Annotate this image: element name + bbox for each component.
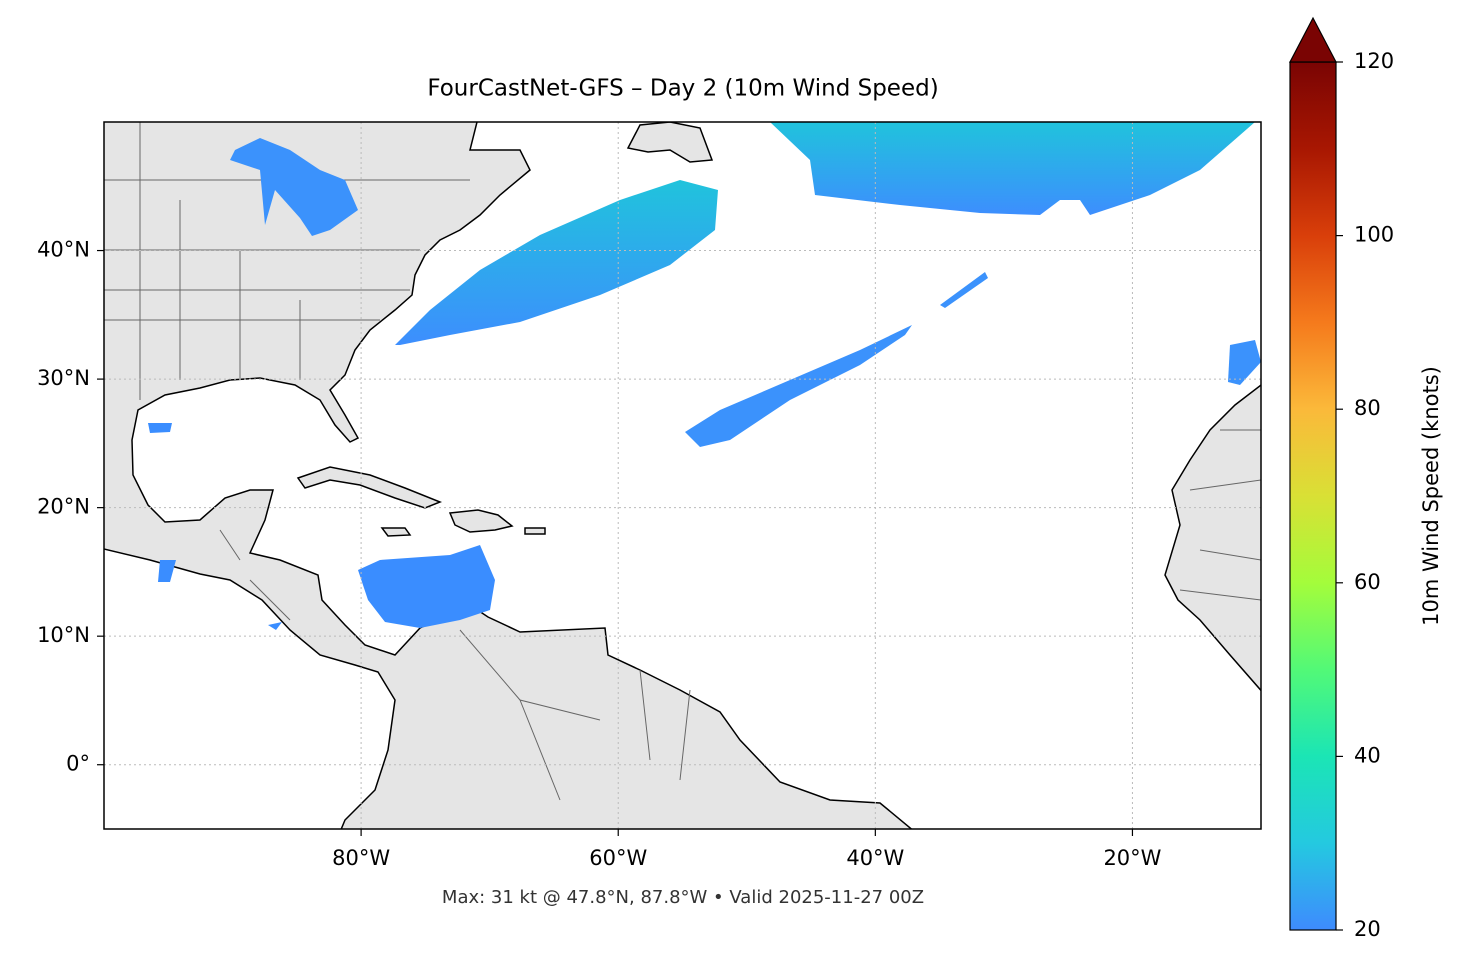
land-puerto-rico: [524, 527, 546, 535]
footer-note: Max: 31 kt @ 47.8°N, 87.8°W • Valid 2025…: [442, 887, 924, 908]
colorbar-label: 10m Wind Speed (knots): [1419, 366, 1443, 626]
map-area: [104, 122, 1261, 829]
y-tick-label: 30°N: [37, 366, 90, 390]
land-jamaica: [380, 527, 412, 537]
x-tick-label: 60°W: [589, 846, 647, 870]
wind-area: [940, 272, 988, 308]
colorbar-tick-label: 120: [1354, 49, 1394, 73]
plot-frame: [103, 121, 1262, 830]
wind-area: [770, 122, 1255, 215]
land-newfoundland: [626, 122, 714, 163]
wind-area: [395, 180, 718, 345]
x-tick-label: 20°W: [1103, 846, 1161, 870]
wind-area: [685, 325, 912, 447]
wind-area: [230, 138, 358, 236]
colorbar-tick-label: 20: [1354, 917, 1381, 941]
y-tick-label: 40°N: [37, 238, 90, 262]
map-title: FourCastNet-GFS – Day 2 (10m Wind Speed): [427, 76, 938, 102]
colorbar-tick-label: 100: [1354, 223, 1394, 247]
x-tick-label: 40°W: [846, 846, 904, 870]
colorbar-tick-label: 80: [1354, 396, 1381, 420]
wind-areas: [148, 122, 1261, 630]
colorbar: 10m Wind Speed (knots) 20 40 60 80 100 120: [1289, 16, 1443, 941]
colorbar-tick-label: 60: [1354, 570, 1381, 594]
x-tick-label: 80°W: [332, 846, 390, 870]
colorbar-tick-label: 40: [1354, 743, 1381, 767]
axes: 80°W 60°W 40°W 20°W 0° 10°N 20°N 30°N 40°N: [37, 238, 1162, 870]
colorbar-body: [1289, 61, 1337, 931]
y-tick-label: 20°N: [37, 495, 90, 519]
land-africa: [1164, 384, 1261, 692]
y-tick-label: 10°N: [37, 623, 90, 647]
colorbar-extend: [1289, 16, 1337, 63]
land-hispaniola: [448, 509, 514, 533]
wind-area: [1228, 340, 1261, 385]
y-tick-label: 0°: [66, 752, 90, 776]
wind-area: [358, 545, 495, 628]
land-americas: [104, 122, 913, 829]
